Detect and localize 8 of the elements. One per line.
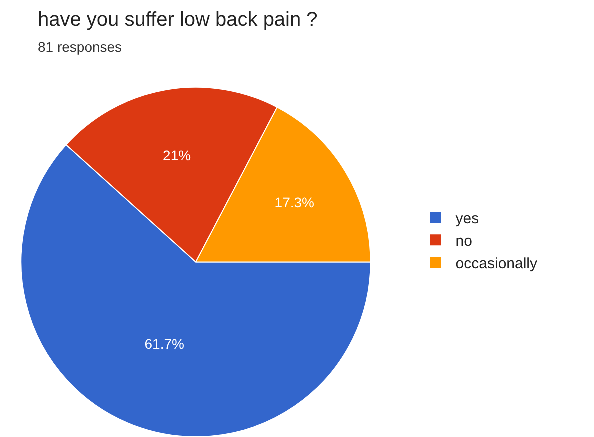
legend-label: no xyxy=(456,232,472,250)
data-label: 61.7% xyxy=(144,336,184,352)
legend-label: occasionally xyxy=(456,255,538,272)
data-label: 17.3% xyxy=(274,194,314,211)
data-label: 21% xyxy=(163,147,192,164)
chart-title: have you suffer low back pain ? xyxy=(38,9,318,31)
legend-label: yes xyxy=(456,210,480,228)
chart-subtitle: 81 responses xyxy=(38,39,122,55)
